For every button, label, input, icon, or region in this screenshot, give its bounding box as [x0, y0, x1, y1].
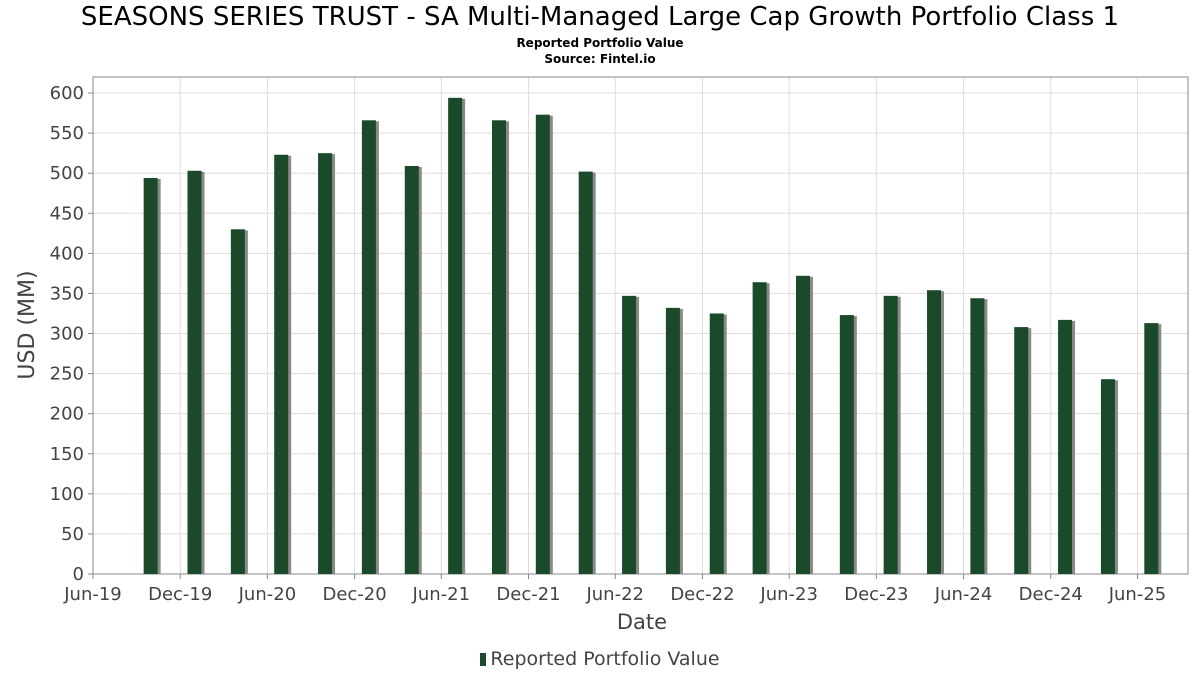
bar-fill	[795, 275, 810, 574]
bar	[795, 275, 813, 574]
bar-fill	[839, 315, 854, 574]
x-tick-label: Jun-25	[1108, 584, 1167, 605]
bar-fill	[927, 290, 942, 574]
y-tick-label: 250	[50, 364, 84, 385]
bar	[230, 229, 248, 574]
bar	[1144, 323, 1162, 574]
y-tick-label: 0	[73, 564, 84, 585]
bar-fill	[970, 298, 985, 574]
y-tick-label: 200	[50, 404, 84, 425]
chart-source: Source: Fintel.io	[544, 52, 656, 66]
bar-fill	[318, 153, 333, 574]
x-tick-label: Jun-22	[585, 584, 644, 605]
bar	[883, 295, 901, 574]
bar	[1100, 379, 1118, 574]
bar	[143, 178, 161, 574]
bar	[404, 165, 422, 574]
y-tick-label: 150	[50, 444, 84, 465]
legend: Reported Portfolio Value	[0, 648, 1200, 670]
bar-fill	[1014, 327, 1029, 574]
x-tick-label: Dec-20	[322, 584, 386, 605]
bar	[665, 307, 683, 574]
bar	[622, 295, 640, 574]
chart-subtitle: Reported Portfolio Value	[516, 36, 684, 50]
bar-fill	[1100, 379, 1115, 574]
bar	[187, 170, 205, 575]
y-tick-label: 600	[50, 83, 84, 104]
x-tick-label: Jun-19	[63, 584, 122, 605]
bar-fill	[404, 165, 419, 574]
y-tick-label: 50	[61, 524, 84, 545]
bar-fill	[187, 170, 202, 575]
bar-fill	[665, 307, 680, 574]
y-axis-label: USD (MM)	[15, 270, 40, 379]
bar-fill	[535, 114, 550, 574]
bar-fill	[491, 120, 506, 574]
bar-fill	[448, 97, 463, 575]
bar	[318, 153, 336, 574]
x-tick-label: Jun-23	[759, 584, 818, 605]
x-tick-label: Dec-22	[670, 584, 734, 605]
bar	[970, 298, 988, 574]
chart-title: SEASONS SERIES TRUST - SA Multi-Managed …	[80, 2, 1120, 32]
bar	[491, 120, 509, 574]
bar-fill	[143, 178, 158, 574]
y-tick-label: 350	[50, 283, 84, 304]
legend-swatch	[480, 653, 487, 666]
y-tick-label: 100	[50, 484, 84, 505]
x-tick-label: Jun-21	[412, 584, 471, 605]
x-tick-label: Jun-24	[934, 584, 993, 605]
y-tick-label: 300	[50, 324, 84, 345]
y-tick-label: 500	[50, 163, 84, 184]
x-axis-label: Date	[617, 610, 667, 634]
x-tick-label: Dec-21	[496, 584, 560, 605]
axes: 0 50 100 150 200 250 300 350 400 450 500 550 600 Jun-…	[50, 83, 1167, 605]
bar-fill	[752, 282, 767, 574]
y-tick-label: 450	[50, 203, 84, 224]
bar	[1014, 327, 1032, 574]
bar-fill	[622, 295, 637, 574]
bar	[839, 315, 857, 574]
x-tick-label: Dec-23	[844, 584, 908, 605]
x-tick-label: Dec-24	[1019, 584, 1083, 605]
bar	[1058, 319, 1076, 574]
plot-area-border	[92, 76, 1189, 575]
bar-fill	[578, 171, 593, 574]
bar	[578, 171, 596, 574]
bar-fill	[230, 229, 245, 574]
bar-fill	[709, 313, 724, 574]
bar-fill	[361, 120, 376, 574]
bar	[927, 290, 945, 574]
bar	[752, 282, 770, 574]
bar-fill	[1144, 323, 1159, 574]
bars	[143, 97, 1162, 575]
bar-fill	[883, 295, 898, 574]
y-tick-label: 550	[50, 123, 84, 144]
bar	[448, 97, 466, 575]
bar-fill	[1058, 319, 1073, 574]
x-tick-label: Jun-20	[238, 584, 297, 605]
legend-label: Reported Portfolio Value	[490, 648, 720, 670]
bar	[361, 120, 379, 574]
bar-fill	[274, 154, 289, 574]
bar	[274, 154, 292, 574]
y-tick-label: 400	[50, 243, 84, 264]
x-tick-label: Dec-19	[148, 584, 212, 605]
bar	[709, 313, 727, 574]
bar	[535, 114, 553, 574]
